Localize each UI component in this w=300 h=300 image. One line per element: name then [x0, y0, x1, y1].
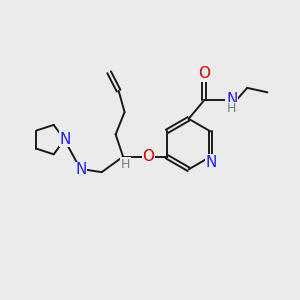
Text: O: O — [142, 149, 154, 164]
Text: N: N — [206, 154, 217, 169]
Text: H: H — [121, 158, 130, 171]
Text: N: N — [59, 131, 71, 146]
Text: N: N — [75, 162, 86, 177]
Text: O: O — [198, 66, 210, 81]
Text: H: H — [227, 102, 236, 115]
Text: N: N — [226, 92, 237, 107]
